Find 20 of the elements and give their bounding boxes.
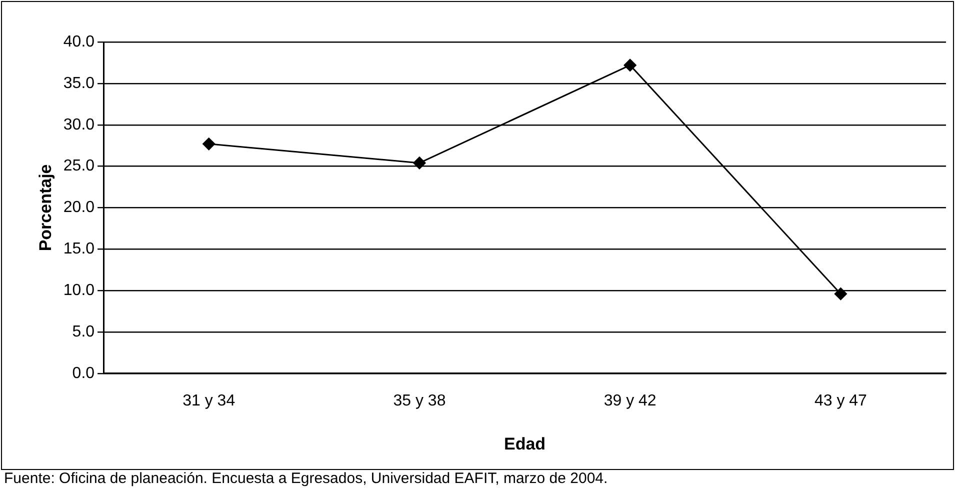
x-tick-label: 43 y 47 bbox=[814, 392, 868, 410]
y-axis-title: Porcentaje bbox=[36, 164, 55, 252]
x-axis-title: Edad bbox=[504, 434, 546, 454]
y-tick-label: 30.0 bbox=[63, 116, 95, 134]
y-tick-label: 10.0 bbox=[63, 282, 95, 299]
source-note: Fuente: Oficina de planeación. Encuesta a Egresados, Universidad EAFIT, marzo de 2004. bbox=[4, 470, 608, 487]
y-tick-label: 15.0 bbox=[63, 240, 95, 258]
x-tick-label: 31 y 34 bbox=[182, 392, 236, 410]
y-tick-label: 0.0 bbox=[72, 364, 95, 382]
point bbox=[834, 288, 847, 300]
y-tick-label: 35.0 bbox=[63, 74, 95, 92]
y-tick-label: 20.0 bbox=[63, 199, 95, 216]
x-tick-label: 39 y 42 bbox=[604, 392, 656, 410]
y-tick-label: 40.0 bbox=[63, 33, 95, 50]
point bbox=[202, 138, 216, 150]
x-tick-label: 35 y 38 bbox=[393, 392, 446, 410]
point bbox=[413, 156, 426, 170]
y-tick-label: 5.0 bbox=[72, 323, 95, 340]
point bbox=[624, 58, 636, 72]
y-tick-label: 25.0 bbox=[63, 158, 95, 175]
